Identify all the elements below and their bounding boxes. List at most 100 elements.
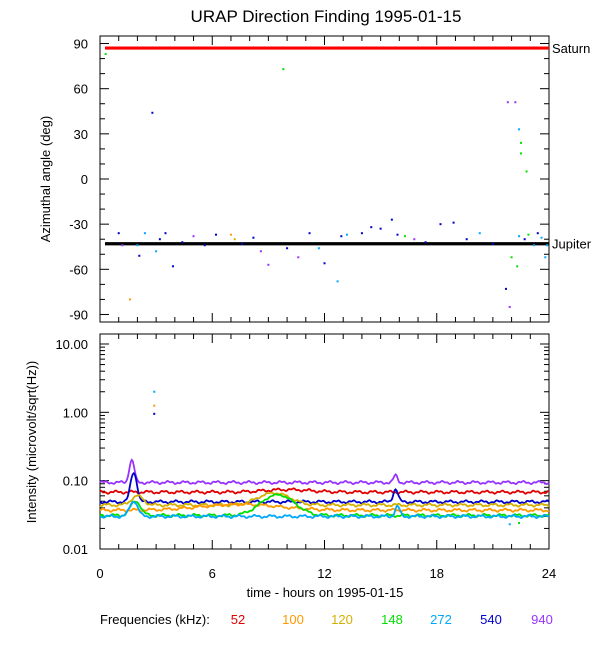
- azimuth-y-tick-label: -30: [69, 217, 88, 232]
- azimuth-point: [267, 263, 270, 266]
- azimuth-point: [523, 238, 526, 241]
- azimuth-point: [214, 233, 217, 236]
- reference-label-jupiter: Jupiter: [552, 237, 592, 252]
- azimuth-point: [518, 235, 521, 238]
- azimuth-point: [233, 238, 236, 241]
- azimuth-plot-frame: [99, 35, 550, 323]
- azimuth-point: [229, 233, 232, 236]
- frequency-legend: Frequencies (kHz): 52 100 120 148 272 540 940: [100, 612, 553, 627]
- azimuth-point: [525, 170, 528, 173]
- intensity-point: [153, 412, 156, 415]
- legend-frequency-148: 148: [381, 612, 403, 627]
- azimuth-point: [465, 238, 468, 241]
- azimuth-point: [138, 254, 141, 257]
- intensity-panel: 10.00 1.00 0.10 0.01 Intensity (microvolt/s…: [24, 333, 550, 557]
- intensity-isolated-points: [153, 390, 521, 526]
- azimuth-point: [527, 233, 530, 236]
- azimuth-ticks: 90 60 30 0 -30 -60 -90: [69, 37, 549, 322]
- legend-frequency-540: 540: [480, 612, 502, 627]
- intensity-series-100khz: [99, 502, 550, 513]
- azimuth-point: [192, 235, 195, 238]
- intensity-point: [518, 522, 521, 525]
- azimuth-y-axis-label: Azimuthal angle (deg): [38, 116, 53, 242]
- intensity-point: [153, 404, 156, 407]
- intensity-y-axis-label: Intensity (microvolt/sqrt(Hz)): [24, 361, 39, 524]
- legend-frequency-272: 272: [430, 612, 452, 627]
- azimuth-point: [540, 236, 543, 239]
- azimuth-panel: 90 60 30 0 -30 -60 -90 Saturn Jupiter Azimuthal…: [38, 35, 592, 323]
- intensity-series-540khz: [99, 471, 550, 505]
- intensity-y-tick-label: 0.10: [63, 474, 88, 489]
- azimuth-point: [181, 241, 184, 244]
- azimuth-point: [241, 242, 244, 245]
- x-axis-label: time - hours on 1995-01-15: [247, 585, 404, 600]
- azimuth-point: [506, 101, 509, 104]
- azimuth-point: [121, 244, 124, 247]
- azimuth-point: [370, 226, 373, 229]
- azimuth-point: [336, 280, 339, 283]
- x-tick-label: 18: [430, 566, 444, 581]
- azimuth-point: [286, 247, 289, 250]
- legend-frequency-100: 100: [282, 612, 304, 627]
- x-axis-ticks: 0 6 12 18 24: [96, 36, 556, 581]
- intensity-series-940khz: [99, 458, 550, 486]
- azimuth-point: [151, 111, 154, 114]
- azimuth-point: [171, 265, 174, 268]
- azimuth-point: [518, 128, 521, 131]
- azimuth-point: [308, 232, 311, 235]
- azimuth-reference-lines: Saturn Jupiter: [105, 41, 592, 252]
- legend-title: Frequencies (kHz):: [100, 612, 210, 627]
- azimuth-point: [544, 256, 547, 259]
- azimuth-y-tick-label: -90: [69, 307, 88, 322]
- intensity-y-tick-label: 10.00: [55, 337, 88, 352]
- azimuth-point: [252, 236, 255, 239]
- legend-frequency-940: 940: [531, 612, 553, 627]
- azimuth-point: [516, 265, 519, 268]
- azimuth-point: [546, 244, 549, 247]
- azimuth-y-tick-label: -60: [69, 262, 88, 277]
- azimuth-point: [508, 305, 511, 308]
- x-tick-label: 0: [96, 566, 103, 581]
- x-tick-label: 24: [542, 566, 556, 581]
- azimuth-point: [452, 221, 455, 224]
- azimuth-point: [345, 233, 348, 236]
- intensity-series-272khz: [99, 500, 550, 520]
- azimuth-point: [203, 244, 206, 247]
- legend-frequency-120: 120: [331, 612, 353, 627]
- azimuth-point: [390, 218, 393, 221]
- legend-items: 52 100 120 148 272 540 940: [231, 612, 553, 627]
- intensity-ticks: 10.00 1.00 0.10 0.01: [55, 337, 549, 557]
- azimuth-point: [536, 232, 539, 235]
- azimuth-point: [128, 298, 131, 301]
- azimuth-point: [104, 53, 107, 56]
- azimuth-point: [340, 235, 343, 238]
- azimuth-y-tick-label: 30: [74, 127, 88, 142]
- intensity-y-tick-label: 1.00: [63, 405, 88, 420]
- legend-frequency-52: 52: [231, 612, 245, 627]
- azimuth-point: [478, 232, 481, 235]
- azimuth-point: [491, 242, 494, 245]
- azimuth-point: [158, 238, 161, 241]
- azimuth-y-tick-label: 90: [74, 37, 88, 52]
- azimuth-point: [164, 232, 167, 235]
- azimuth-point: [514, 101, 517, 104]
- intensity-point: [508, 523, 511, 526]
- azimuth-point: [413, 238, 416, 241]
- intensity-y-tick-label: 0.01: [63, 542, 88, 557]
- azimuth-point: [282, 68, 285, 71]
- chart-title: URAP Direction Finding 1995-01-15: [191, 7, 462, 26]
- azimuth-y-tick-label: 60: [74, 82, 88, 97]
- azimuth-point: [504, 287, 507, 290]
- azimuth-point: [439, 223, 442, 226]
- azimuth-point: [533, 244, 536, 247]
- intensity-series-120khz: [99, 491, 550, 508]
- azimuth-point: [155, 250, 158, 253]
- azimuth-point: [379, 227, 382, 230]
- azimuth-point: [360, 232, 363, 235]
- azimuth-point: [259, 250, 262, 253]
- azimuth-point: [317, 247, 320, 250]
- reference-label-saturn: Saturn: [552, 41, 590, 56]
- azimuth-points: [104, 53, 549, 308]
- azimuth-point: [297, 256, 300, 259]
